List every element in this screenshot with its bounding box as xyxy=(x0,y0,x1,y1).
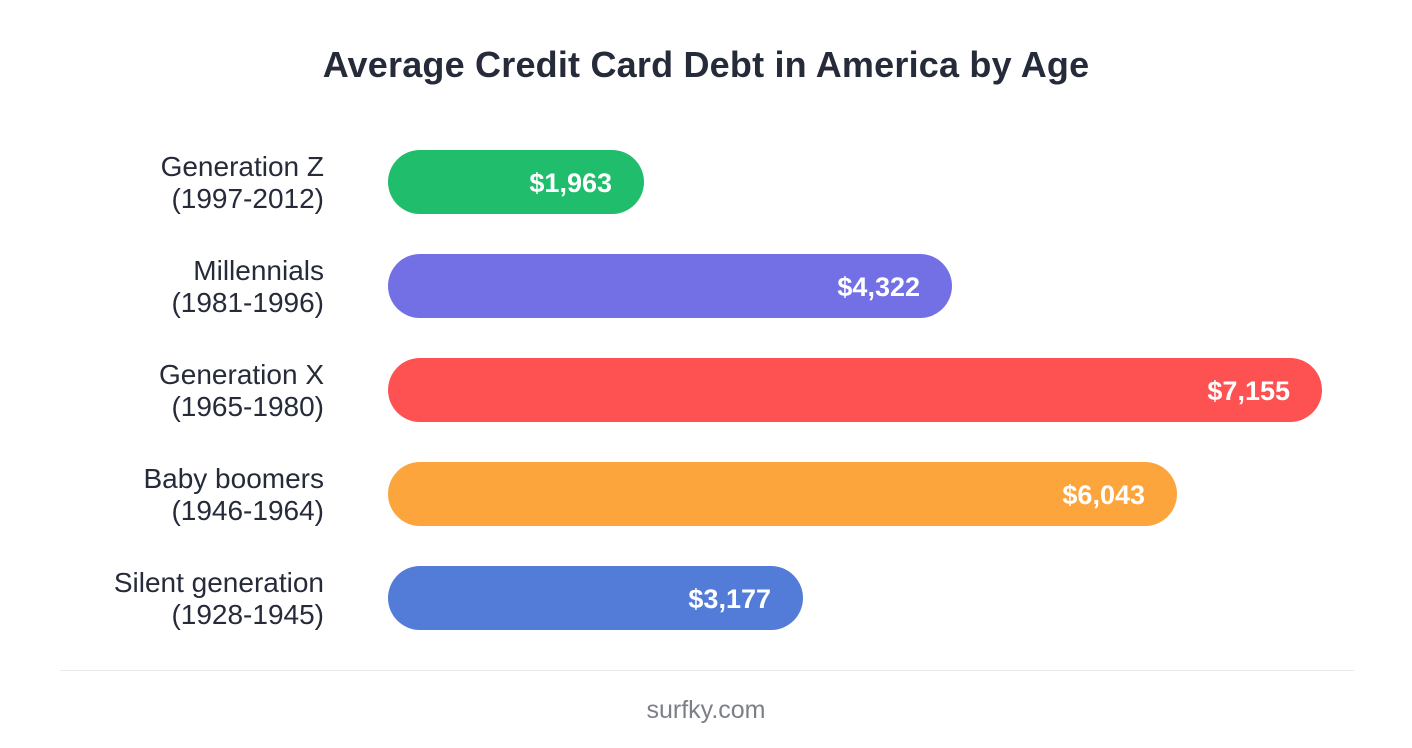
bar-chart: $1,963 Generation Z(1997-2012) $4,322 Mille… xyxy=(114,150,1322,630)
source-credit: surfky.com xyxy=(646,696,766,724)
category-years-label: (1946-1964) xyxy=(171,495,324,526)
category-years-label: (1928-1945) xyxy=(171,599,324,630)
bar-generation-z xyxy=(388,150,644,214)
bar-millennials xyxy=(388,254,952,318)
category-years-label: (1965-1980) xyxy=(171,391,324,422)
bar-value-label: $6,043 xyxy=(1062,480,1145,510)
chart-title: Average Credit Card Debt in America by A… xyxy=(322,44,1090,85)
bar-value-label: $1,963 xyxy=(529,168,612,198)
category-years-label: (1997-2012) xyxy=(171,183,324,214)
category-label: Generation Z xyxy=(161,151,324,182)
bar-value-label: $3,177 xyxy=(688,584,771,614)
category-label: Millennials xyxy=(193,255,324,286)
bar-value-label: $4,322 xyxy=(837,272,920,302)
category-years-label: (1981-1996) xyxy=(171,287,324,318)
bar-value-label: $7,155 xyxy=(1207,376,1290,406)
footer-divider xyxy=(60,670,1354,671)
category-label: Generation X xyxy=(159,359,324,390)
category-label: Baby boomers xyxy=(143,463,324,494)
bar-generation-x xyxy=(388,358,1322,422)
category-label: Silent generation xyxy=(114,567,324,598)
bar-silent-generation xyxy=(388,566,803,630)
bar-baby-boomers xyxy=(388,462,1177,526)
